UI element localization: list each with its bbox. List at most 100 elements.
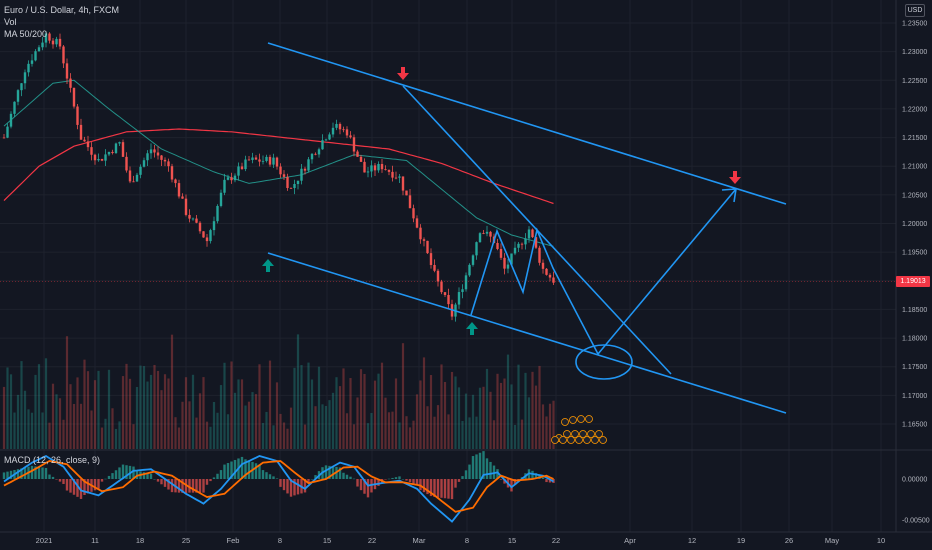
event-marker[interactable] [561, 418, 569, 426]
volume-bar [118, 421, 121, 449]
macd-histogram-bar [464, 470, 468, 479]
volume-bar [545, 416, 548, 449]
macd-histogram-bar [2, 472, 6, 479]
volume-bar [443, 381, 447, 449]
macd-histogram-bar [534, 473, 538, 479]
candle-body [443, 292, 447, 295]
lower-channel-line[interactable] [267, 252, 787, 414]
candle-body [79, 124, 83, 140]
trend-drawings[interactable] [267, 42, 787, 414]
candle-body [48, 33, 51, 41]
volume-bar [223, 362, 226, 449]
volume-bar [387, 412, 391, 449]
volume-bar [342, 368, 345, 449]
candle-body [191, 218, 195, 220]
event-marker[interactable] [551, 436, 559, 444]
volume-bar [538, 365, 541, 449]
candle-body [464, 275, 468, 290]
macd-histogram-bar [9, 470, 13, 479]
candle-body [65, 63, 69, 79]
volume-bar [415, 394, 419, 449]
candle-body [83, 139, 86, 142]
upper-channel-line[interactable] [267, 42, 787, 205]
event-marker[interactable] [559, 436, 567, 444]
volume-bar [468, 417, 471, 449]
arrow-up-icon [466, 322, 478, 335]
date-tick-label: 15 [508, 536, 516, 545]
date-tick-label: 25 [182, 536, 190, 545]
candle-body [254, 157, 258, 160]
projection-arrow-right[interactable] [733, 188, 737, 203]
moving-average-legend[interactable]: MA 50/200 [4, 29, 48, 39]
symbol-title[interactable]: Euro / U.S. Dollar, 4h, FXCM [4, 5, 120, 15]
macd-histogram-bar [216, 473, 219, 479]
event-marker[interactable] [587, 430, 595, 438]
volume-bar [478, 387, 482, 449]
volume-bar [69, 384, 72, 449]
candle-body [100, 159, 104, 161]
candle-body [300, 168, 303, 181]
volume-bar [247, 401, 251, 449]
macd-histogram-bar [23, 467, 27, 479]
price-axis[interactable]: 1.23500 1.23000 1.22500 1.22000 1.21500 1.210… [902, 21, 927, 429]
volume-bar [331, 392, 335, 449]
volume-bar [149, 374, 153, 449]
event-marker[interactable] [577, 415, 585, 423]
volume-bar [135, 386, 139, 449]
event-markers[interactable] [551, 415, 607, 444]
macd-histogram-bar [258, 464, 261, 479]
target-zone-ellipse[interactable] [575, 344, 633, 380]
event-marker[interactable] [567, 436, 575, 444]
macd-legend[interactable]: MACD (12, 26, close, 9) [4, 455, 101, 465]
candle-body [296, 180, 300, 185]
date-tick-label: 26 [785, 536, 793, 545]
event-marker[interactable] [569, 416, 577, 424]
price-candles [2, 30, 555, 322]
event-marker[interactable] [575, 436, 583, 444]
price-tick-label: 1.22000 [902, 106, 927, 113]
volume-bar [520, 419, 524, 449]
zigzag-pattern[interactable] [470, 188, 737, 356]
candle-body [457, 292, 461, 305]
macd-axis[interactable]: 0.00000 -0.00500 [902, 477, 930, 525]
volume-bar [461, 420, 464, 449]
macd-histogram-bar [314, 475, 317, 479]
event-marker[interactable] [595, 430, 603, 438]
candle-body [503, 257, 506, 269]
volume-bar [240, 379, 244, 449]
volume-bar [23, 390, 27, 449]
event-marker[interactable] [563, 430, 571, 438]
price-tick-label: 1.22500 [902, 78, 927, 85]
candle-body [223, 179, 226, 193]
event-marker[interactable] [571, 430, 579, 438]
candle-body [6, 126, 9, 138]
volume-bar [454, 376, 457, 449]
volume-bar [457, 387, 461, 449]
event-marker[interactable] [599, 436, 607, 444]
candle-body [76, 106, 79, 125]
event-marker[interactable] [585, 415, 593, 423]
volume-bar [548, 403, 552, 449]
volume-bar [307, 362, 310, 449]
event-marker[interactable] [579, 430, 587, 438]
volume-bar [482, 386, 485, 449]
volume-bar [377, 373, 380, 449]
volume-bar [398, 422, 401, 449]
volume-legend[interactable]: Vol [4, 17, 17, 27]
time-axis[interactable]: 2021 11 18 25 Feb 8 15 22 Mar 8 15 22 Apr 12 19 26 May 10 [36, 536, 886, 545]
event-marker[interactable] [583, 436, 591, 444]
projection-arrow-left[interactable] [721, 188, 737, 191]
macd-histogram-bar [461, 476, 464, 479]
event-marker[interactable] [591, 436, 599, 444]
macd-histogram-bar [30, 465, 34, 479]
volume-bar [58, 398, 62, 449]
macd-histogram-bar [289, 479, 293, 497]
macd-histogram-bar [44, 467, 48, 479]
volume-bar [412, 420, 415, 449]
currency-button[interactable]: USD [905, 4, 925, 17]
candle-body [219, 192, 223, 206]
macd-histogram-bar [149, 473, 153, 479]
volume-bar [9, 374, 13, 449]
volume-bar [426, 406, 429, 449]
